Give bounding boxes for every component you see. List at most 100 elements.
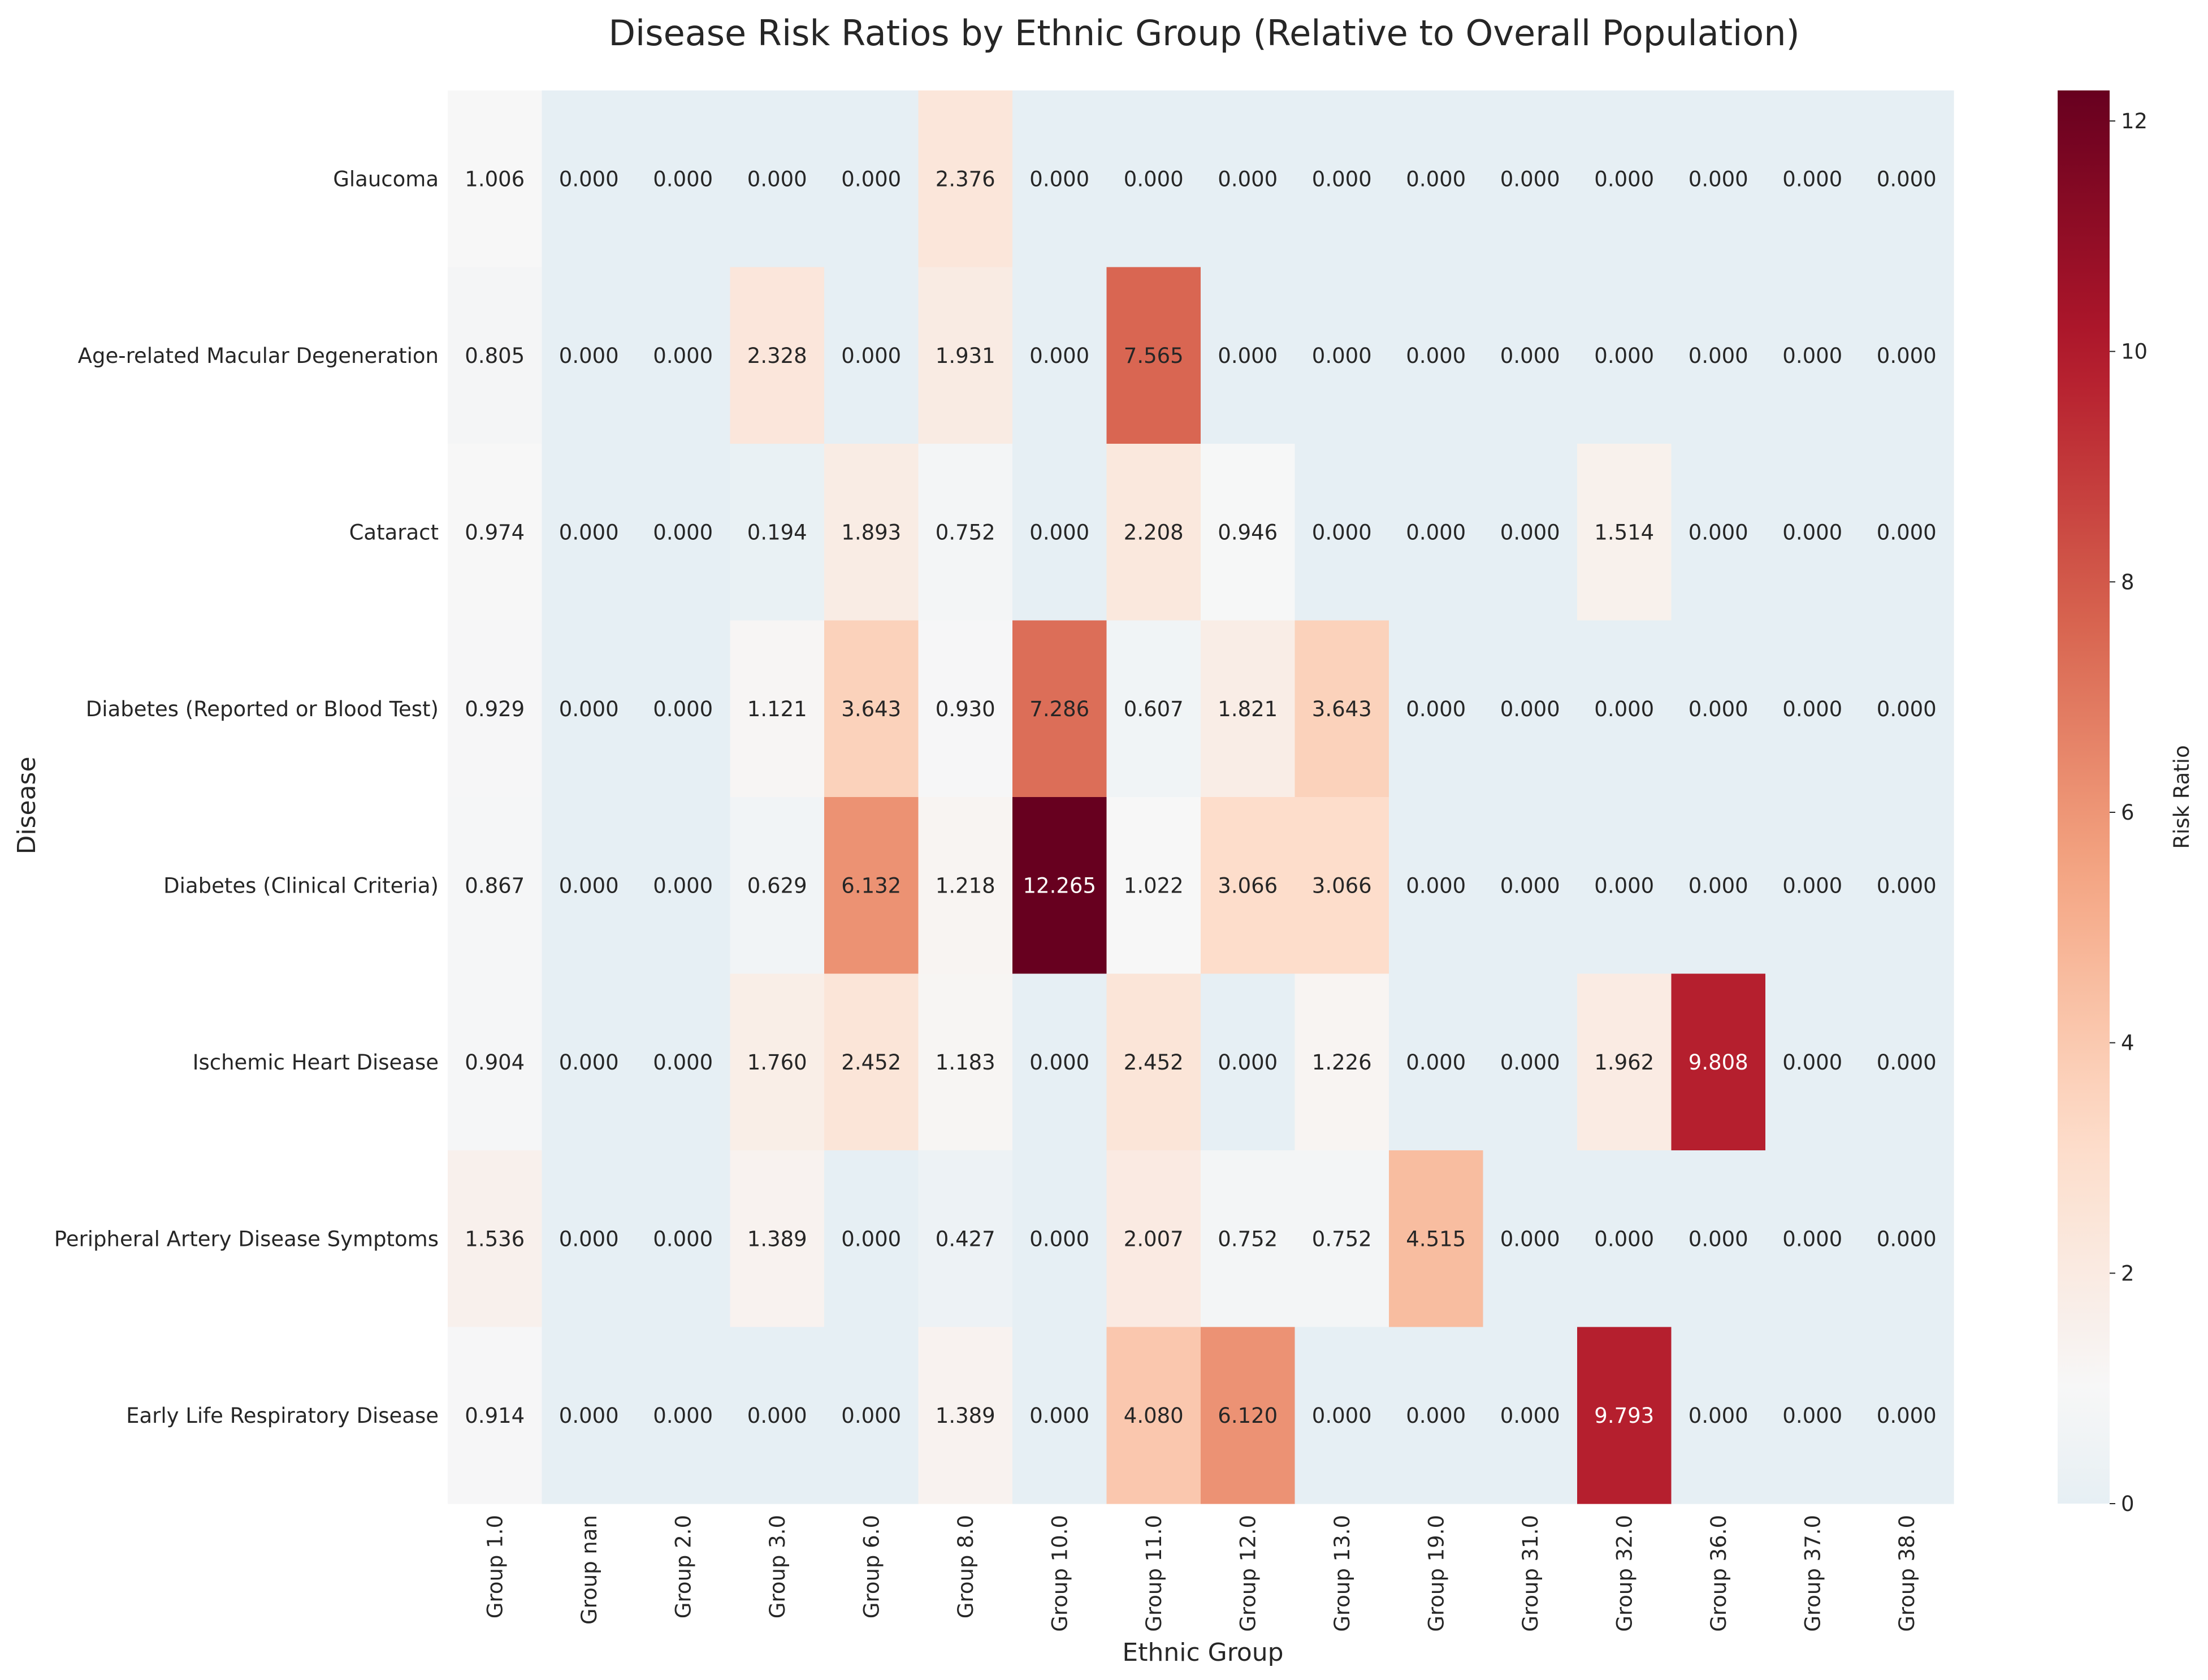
cell-value-label: 0.607 — [1124, 697, 1184, 721]
cell-value-label: 0.000 — [653, 873, 713, 898]
heatmap-cell — [1483, 1327, 1578, 1504]
cell-value-label: 0.000 — [1594, 344, 1654, 368]
heatmap-cell — [918, 1150, 1013, 1328]
heatmap-cell — [1577, 1150, 1672, 1328]
cell-value-label: 0.000 — [1500, 344, 1560, 368]
heatmap-cell — [1577, 444, 1672, 621]
heatmap-cell — [1295, 1150, 1389, 1328]
heatmap-cell — [542, 444, 637, 621]
x-tick-label: Group 37.0 — [1800, 1515, 1825, 1632]
cell-value-label: 0.000 — [1312, 167, 1372, 191]
cell-value-label: 2.328 — [747, 344, 807, 368]
x-tick-label: Group 38.0 — [1895, 1515, 1919, 1632]
cell-value-label: 0.000 — [841, 167, 901, 191]
cell-value-label: 1.389 — [747, 1227, 807, 1251]
x-tick-label: Group 12.0 — [1236, 1515, 1260, 1632]
heatmap-cell — [1389, 973, 1484, 1151]
heatmap-cell — [824, 90, 919, 268]
heatmap-cell — [1671, 973, 1766, 1151]
cell-value-label: 0.000 — [1594, 1227, 1654, 1251]
cell-value-label: 0.000 — [1500, 1404, 1560, 1428]
heatmap-cell — [1859, 267, 1954, 444]
heatmap-cell — [1012, 1327, 1107, 1504]
cell-value-label: 0.000 — [1689, 1404, 1748, 1428]
heatmap-cell — [730, 973, 825, 1151]
colorbar-tick-label: 8 — [2121, 570, 2135, 594]
heatmap-cell — [1389, 267, 1484, 444]
heatmap-cell — [1295, 1327, 1389, 1504]
heatmap-cell — [1765, 1327, 1860, 1504]
heatmap-cell — [542, 267, 637, 444]
cell-value-label: 0.000 — [1029, 1404, 1089, 1428]
heatmap-cell — [1765, 973, 1860, 1151]
cell-value-label: 0.000 — [653, 697, 713, 721]
heatmap-cell — [1012, 90, 1107, 268]
cell-value-label: 9.808 — [1689, 1050, 1748, 1075]
cell-value-label: 0.929 — [465, 697, 525, 721]
heatmap-cell — [1577, 797, 1672, 975]
heatmap-cell — [918, 797, 1013, 975]
heatmap-cell — [1483, 1150, 1578, 1328]
heatmap-cell — [636, 973, 731, 1151]
heatmap-cell — [1389, 444, 1484, 621]
heatmap-cell — [636, 797, 731, 975]
cell-value-label: 0.000 — [653, 1227, 713, 1251]
heatmap-cell — [1201, 444, 1296, 621]
cell-value-label: 0.000 — [1877, 167, 1937, 191]
cell-value-label: 0.194 — [747, 520, 807, 544]
x-axis-label: Ethnic Group — [1122, 1638, 1283, 1667]
cell-value-label: 0.000 — [1500, 873, 1560, 898]
cell-value-label: 0.000 — [1218, 167, 1278, 191]
x-tick-label: Group 36.0 — [1707, 1515, 1731, 1632]
heatmap-cell — [1106, 973, 1201, 1151]
cell-value-label: 2.452 — [841, 1050, 901, 1075]
heatmap-cell — [918, 620, 1013, 798]
cell-value-label: 0.000 — [1689, 697, 1748, 721]
heatmap-cell — [1106, 444, 1201, 621]
colorbar: 0 2 4 6 8 10 12 Risk Ratio — [2058, 90, 2194, 1516]
colorbar-ticks: 0 2 4 6 8 10 12 — [2110, 109, 2148, 1516]
x-tick-label: Group 2.0 — [671, 1515, 695, 1618]
cell-value-label: 0.000 — [559, 1050, 619, 1075]
y-tick-label: Age-related Macular Degeneration — [78, 344, 439, 368]
cell-value-label: 0.000 — [559, 344, 619, 368]
y-tick-label: Glaucoma — [333, 167, 439, 191]
colorbar-gradient — [2058, 90, 2110, 1504]
cell-value-label: 0.000 — [1877, 344, 1937, 368]
cell-value-label: 0.000 — [1312, 520, 1372, 544]
y-tick-label: Peripheral Artery Disease Symptoms — [54, 1227, 439, 1251]
heatmap-cell — [1765, 797, 1860, 975]
cell-value-label: 3.643 — [841, 697, 901, 721]
heatmap-cell — [1106, 1150, 1201, 1328]
heatmap-cell — [824, 620, 919, 798]
cell-value-label: 0.000 — [1782, 697, 1842, 721]
heatmap-cell — [1483, 444, 1578, 621]
cell-value-label: 0.000 — [841, 344, 901, 368]
heatmap-cell — [636, 1150, 731, 1328]
heatmap-cell — [1012, 1150, 1107, 1328]
heatmap-cell — [1671, 444, 1766, 621]
cell-value-label: 0.000 — [1406, 167, 1466, 191]
cell-value-label: 6.120 — [1218, 1404, 1278, 1428]
colorbar-tick-label: 12 — [2121, 109, 2148, 133]
cell-value-label: 0.000 — [1218, 1050, 1278, 1075]
cell-value-label: 1.006 — [465, 167, 525, 191]
cell-value-label: 0.000 — [841, 1404, 901, 1428]
x-tick-label: Group 19.0 — [1424, 1515, 1448, 1632]
heatmap-cell — [730, 620, 825, 798]
heatmap-cell — [636, 620, 731, 798]
heatmap-cell — [1859, 620, 1954, 798]
cell-value-label: 0.930 — [936, 697, 995, 721]
cell-value-label: 0.000 — [559, 1227, 619, 1251]
heatmap-cell — [1012, 973, 1107, 1151]
y-tick-label: Diabetes (Clinical Criteria) — [163, 873, 439, 898]
cell-value-label: 0.000 — [1406, 344, 1466, 368]
cell-value-label: 0.752 — [1218, 1227, 1278, 1251]
heatmap-cell — [1577, 973, 1672, 1151]
cell-value-label: 0.000 — [1312, 344, 1372, 368]
heatmap-cell — [1106, 267, 1201, 444]
heatmap-cell — [448, 1150, 543, 1328]
x-tick-label: Group 6.0 — [859, 1515, 884, 1618]
heatmap-cell — [1765, 90, 1860, 268]
cell-value-label: 0.000 — [747, 167, 807, 191]
